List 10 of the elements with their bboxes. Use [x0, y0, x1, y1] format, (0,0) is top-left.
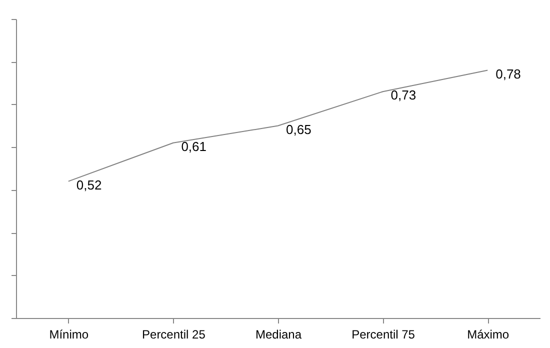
x-tick-label: Percentil 25 [142, 328, 206, 342]
x-tick-label: Máximo [467, 328, 510, 342]
data-label: 0,73 [390, 88, 416, 103]
data-label: 0,65 [286, 122, 312, 137]
data-label: 0,78 [496, 66, 521, 82]
x-tick-label: Percentil 75 [352, 328, 416, 342]
x-tick-label: Mediana [255, 328, 302, 342]
x-tick-label: Mínimo [49, 328, 89, 342]
data-label: 0,52 [76, 177, 102, 192]
data-label: 0,61 [181, 138, 207, 154]
